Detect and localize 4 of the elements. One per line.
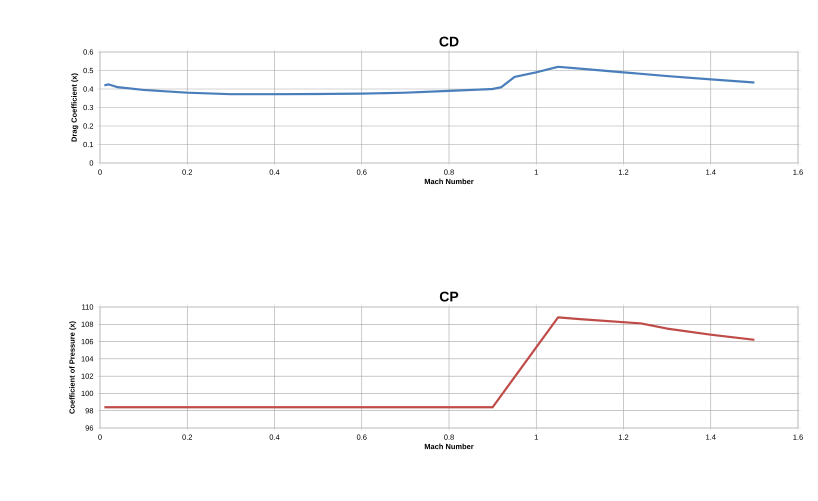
chart-title: CP — [440, 292, 458, 302]
line-series — [103, 66, 756, 96]
chart-title: CD — [440, 36, 458, 47]
line-series — [103, 316, 756, 408]
